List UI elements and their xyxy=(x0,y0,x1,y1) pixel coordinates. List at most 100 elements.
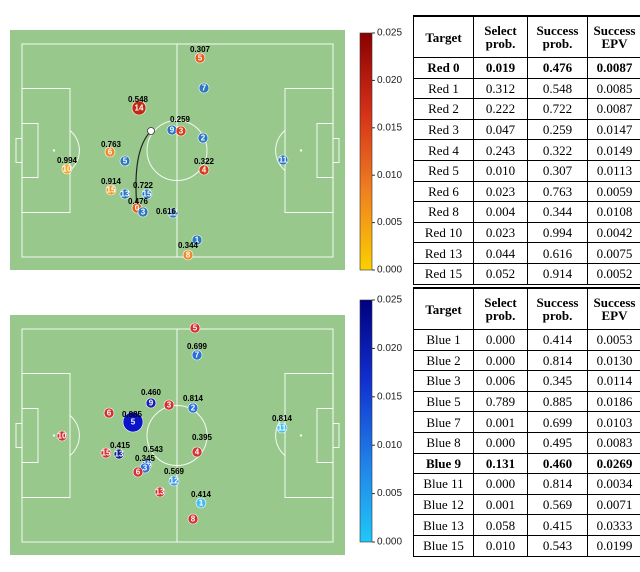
player-marker xyxy=(198,82,210,94)
player-marker xyxy=(61,163,73,175)
player-marker xyxy=(145,397,157,409)
colorbar-label: 0.020 xyxy=(377,75,402,86)
player-marker xyxy=(131,100,147,116)
cell: 0.0085 xyxy=(587,77,640,100)
player-number: 11 xyxy=(279,156,288,165)
pitch-line xyxy=(69,415,80,456)
player-number: 5 xyxy=(123,157,128,166)
cell: 0.023 xyxy=(473,221,528,244)
player-number: 9 xyxy=(149,399,154,408)
player-marker xyxy=(189,322,201,334)
player-value: 0.460 xyxy=(141,388,162,397)
player-number: 12 xyxy=(170,477,179,486)
cell: 0.0083 xyxy=(587,431,640,454)
player-number: 10 xyxy=(63,165,72,174)
player-marker xyxy=(119,155,131,167)
cell: Blue 9 xyxy=(413,452,474,475)
cell: 0.243 xyxy=(473,139,528,161)
cell: 0.569 xyxy=(527,493,588,516)
row: Red 8 0.004 0.344 0.0108 xyxy=(413,201,640,223)
cell: Red 15 xyxy=(413,262,474,285)
cell: 0.259 xyxy=(527,118,588,141)
colorbar-label: 0.005 xyxy=(377,217,402,228)
cell: Blue 12 xyxy=(413,493,474,516)
cell: 0.0147 xyxy=(587,118,640,141)
spot xyxy=(299,149,303,152)
row: Red 4 0.243 0.322 0.0149 xyxy=(413,139,640,161)
cell: 0.0059 xyxy=(587,180,640,203)
player-number: 7 xyxy=(195,351,200,360)
row: Blue 3 0.006 0.345 0.0114 xyxy=(413,370,640,392)
player-number: 1 xyxy=(199,499,204,508)
cell: 0.000 xyxy=(473,349,528,372)
player-number: 13 xyxy=(115,450,124,459)
row: Blue 12 0.001 0.569 0.0071 xyxy=(413,493,640,516)
player-marker xyxy=(105,184,117,196)
cell: 0.994 xyxy=(527,221,588,244)
player-number: 14 xyxy=(135,104,144,113)
player-value: 0.616 xyxy=(156,207,177,216)
player-marker xyxy=(191,234,203,246)
cell: 0.0269 xyxy=(587,452,640,475)
pitch-line xyxy=(15,423,23,448)
cell: 0.722 xyxy=(527,98,588,120)
cell: 0.0186 xyxy=(587,390,640,413)
cell: Red 5 xyxy=(413,159,474,182)
player-number: 15 xyxy=(102,449,111,458)
cell: 0.0075 xyxy=(587,242,640,264)
player-value: 0.914 xyxy=(101,177,122,186)
player-marker xyxy=(277,154,289,166)
header-cell: Success prob. xyxy=(527,15,588,58)
pass-trajectory xyxy=(135,130,152,209)
player-marker xyxy=(198,164,210,176)
colorbar-label: 0.010 xyxy=(377,170,402,181)
player-value: 0.322 xyxy=(194,157,215,166)
spot xyxy=(52,149,56,152)
player-marker xyxy=(56,430,68,442)
row: Blue 8 0.000 0.495 0.0083 xyxy=(413,431,640,454)
cell: 0.415 xyxy=(527,514,588,536)
cell: 0.023 xyxy=(473,180,528,203)
player-number: 8 xyxy=(186,251,191,260)
player-value: 0.722 xyxy=(133,181,154,190)
cell: 0.460 xyxy=(527,452,588,475)
cell: 0.344 xyxy=(527,201,588,223)
player-marker xyxy=(182,249,194,261)
cell: 0.0333 xyxy=(587,514,640,536)
cell: 0.0130 xyxy=(587,349,640,372)
colorbar-label: 0.025 xyxy=(377,28,402,39)
cell: 0.0114 xyxy=(587,370,640,392)
row: Red 3 0.047 0.259 0.0147 xyxy=(413,118,640,141)
pitch-line xyxy=(15,138,23,163)
player-number: 12 xyxy=(169,209,178,218)
cell: 0.814 xyxy=(527,349,588,372)
cell: 0.312 xyxy=(473,77,528,100)
player-marker xyxy=(167,207,179,219)
cell: 0.0042 xyxy=(587,221,640,244)
colorbar-label: 0.005 xyxy=(377,488,402,499)
row: Red 6 0.023 0.763 0.0059 xyxy=(413,180,640,203)
cell: 0.044 xyxy=(473,242,528,264)
player-number: 5 xyxy=(198,54,203,63)
player-number: 2 xyxy=(201,134,206,143)
header-cell: Success prob. xyxy=(527,287,588,330)
cell: 0.495 xyxy=(527,431,588,454)
cell: 0.019 xyxy=(473,57,528,79)
cell: Blue 3 xyxy=(413,370,474,392)
colorbar xyxy=(359,32,373,271)
row: Blue 1 0.000 0.414 0.0053 xyxy=(413,329,640,351)
player-value: 0.994 xyxy=(57,156,78,165)
player-marker xyxy=(104,146,116,158)
header-row: Target Select prob. Success prob. Success E… xyxy=(413,287,640,330)
player-number: 6 xyxy=(136,468,141,477)
player-marker xyxy=(132,466,144,478)
cell: 0.0149 xyxy=(587,139,640,161)
player-marker xyxy=(187,402,199,414)
cell: 0.0103 xyxy=(587,411,640,433)
cell: 0.0052 xyxy=(587,262,640,285)
player-marker xyxy=(103,407,115,419)
player-value: 0.885 xyxy=(122,410,143,419)
